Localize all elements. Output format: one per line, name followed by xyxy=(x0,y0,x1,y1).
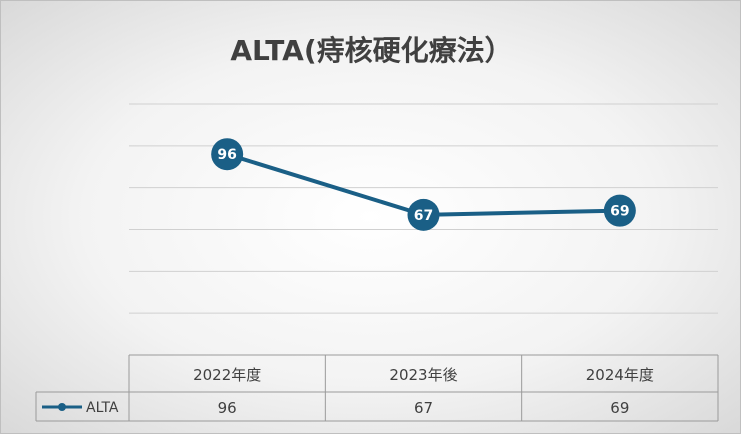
data-point xyxy=(603,194,636,227)
data-point xyxy=(407,198,440,231)
data-table: 2022年度 2023年後 2024年度 96 67 69 ALTA xyxy=(35,354,719,422)
data-point xyxy=(211,138,244,171)
table-value: 69 xyxy=(610,399,629,417)
category-label: 2023年後 xyxy=(389,366,457,384)
category-label: 2024年度 xyxy=(586,366,654,384)
data-label: 96 xyxy=(217,147,236,163)
data-label: 67 xyxy=(414,208,433,224)
legend-label: ALTA xyxy=(86,400,119,416)
series-group: 96 67 69 xyxy=(211,138,636,231)
legend-marker xyxy=(58,403,66,411)
data-label: 69 xyxy=(610,204,629,220)
chart-title: ALTA(痔核硬化療法） xyxy=(230,34,513,67)
table-value: 67 xyxy=(414,399,433,417)
category-label: 2022年度 xyxy=(193,366,261,384)
table-value: 96 xyxy=(218,399,237,417)
